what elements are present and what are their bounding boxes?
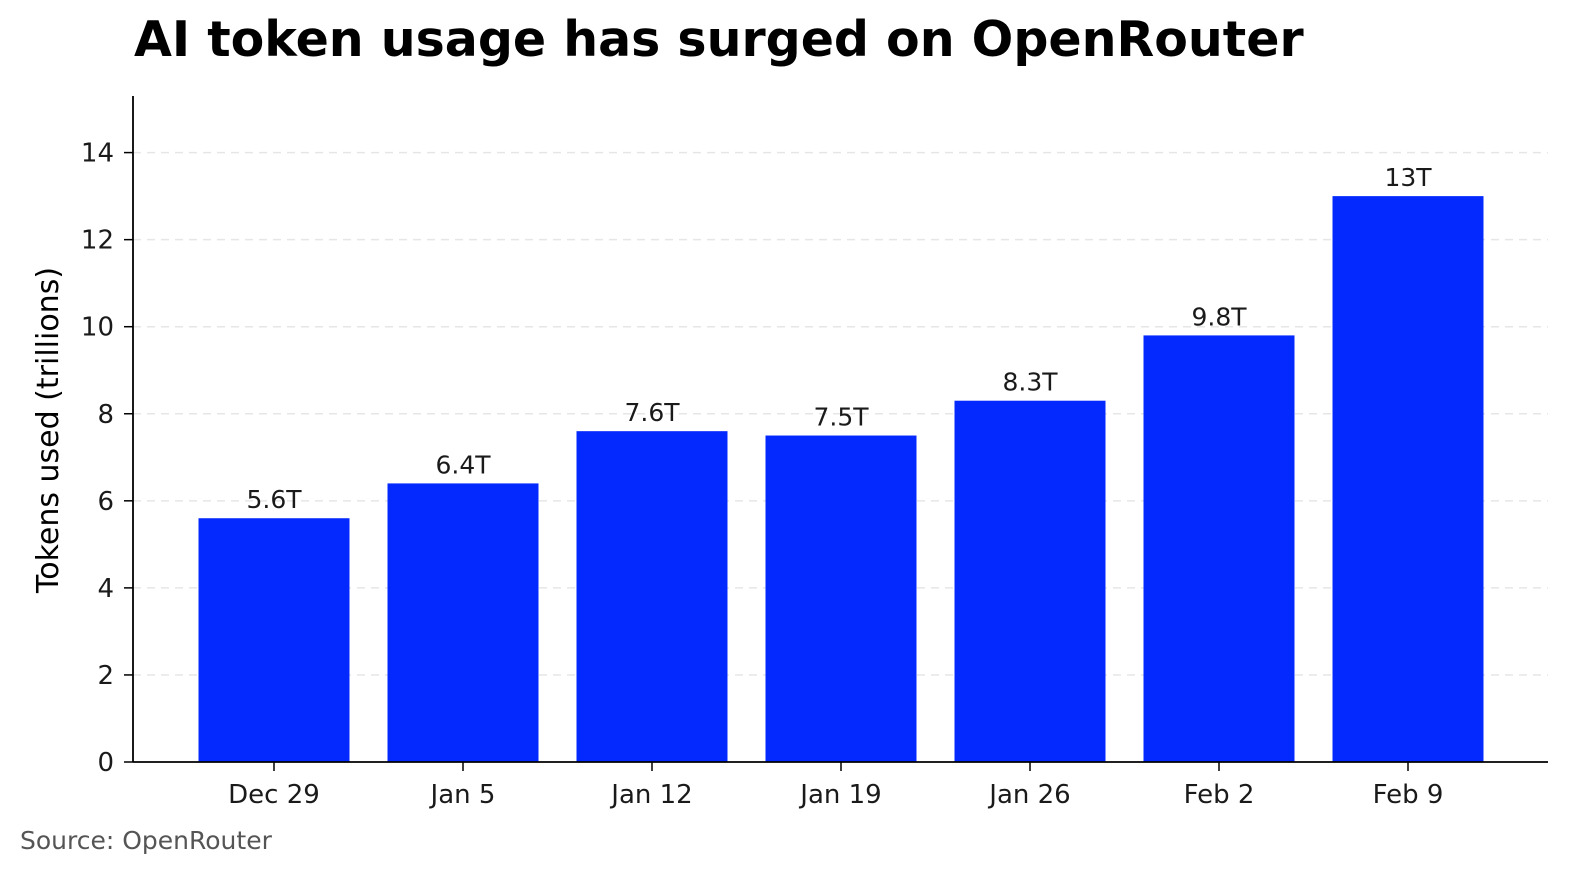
x-tick-label: Feb 2 (1184, 780, 1255, 810)
y-tick-label: 10 (81, 313, 114, 343)
bar (387, 483, 539, 762)
y-axis-ticks: 0 2 4 6 8 10 12 14 (81, 139, 133, 778)
bar (1143, 335, 1295, 762)
bar (198, 518, 350, 762)
x-tick-label: Jan 12 (609, 780, 692, 810)
bar (954, 400, 1106, 762)
bar-value-labels: 5.6T 6.4T 7.6T 7.5T 8.3T 9.8T 13T (246, 163, 1432, 514)
y-tick-label: 0 (97, 748, 114, 778)
bars (198, 196, 1484, 762)
x-tick-label: Jan 19 (798, 780, 881, 810)
y-tick-label: 2 (97, 661, 114, 691)
bar-value-label: 7.5T (813, 403, 869, 432)
bar-value-label: 8.3T (1002, 368, 1058, 397)
bar-value-label: 7.6T (624, 398, 680, 427)
bar-value-label: 5.6T (246, 485, 302, 514)
y-axis-label: Tokens used (trillions) (31, 267, 66, 594)
y-tick-label: 6 (97, 487, 114, 517)
bar-value-label: 13T (1384, 163, 1432, 192)
y-tick-label: 14 (81, 139, 114, 169)
bar-value-label: 6.4T (435, 450, 491, 479)
x-tick-label: Dec 29 (228, 780, 320, 810)
source-note: Source: OpenRouter (20, 826, 272, 855)
y-tick-label: 4 (97, 574, 114, 604)
bar-value-label: 9.8T (1191, 302, 1247, 331)
y-tick-label: 12 (81, 226, 114, 256)
bar (576, 431, 728, 762)
y-tick-label: 8 (97, 400, 114, 430)
bar (765, 435, 917, 762)
chart-title: AI token usage has surged on OpenRouter (134, 11, 1304, 68)
x-tick-label: Feb 9 (1373, 780, 1444, 810)
x-tick-label: Jan 26 (987, 780, 1070, 810)
bar (1332, 196, 1484, 762)
x-tick-label: Jan 5 (429, 780, 496, 810)
x-axis-ticks: Dec 29 Jan 5 Jan 12 Jan 19 Jan 26 Feb 2 Feb 9 (228, 762, 1443, 810)
